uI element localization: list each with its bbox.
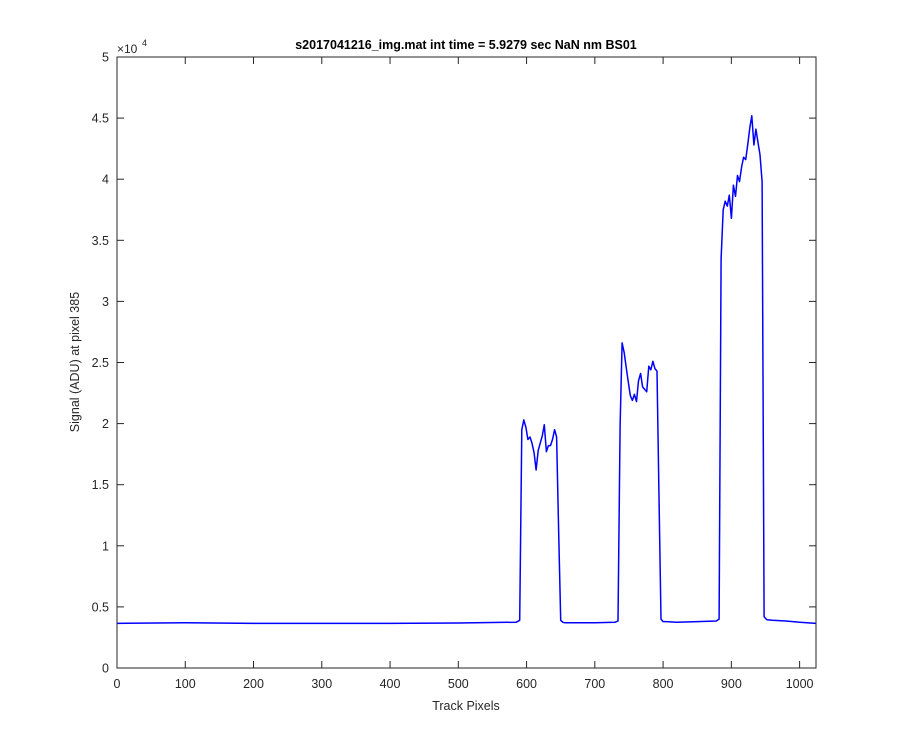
y-tick-label: 3.5 [92,234,109,248]
x-tick-label: 700 [584,677,605,691]
y-exponent-power: 4 [142,38,147,48]
y-tick-label: 2.5 [92,356,109,370]
y-tick-label: 1.5 [92,478,109,492]
x-tick-label: 300 [311,677,332,691]
y-tick-label: 1 [102,539,109,553]
y-exponent-base: ×10 [117,42,138,56]
y-tick-label: 4 [102,173,109,187]
x-tick-label: 400 [380,677,401,691]
chart-title: s2017041216_img.mat int time = 5.9279 se… [295,38,637,52]
y-tick-label: 0.5 [92,600,109,614]
y-axis-exponent: ×10 4 [117,38,147,56]
x-tick-label: 500 [448,677,469,691]
x-axis-label: Track Pixels [432,699,500,713]
y-axis-label: Signal (ADU) at pixel 385 [68,292,82,432]
x-tick-label: 1000 [786,677,814,691]
plot-area [116,114,817,625]
x-tick-label: 900 [721,677,742,691]
x-tick-label: 100 [175,677,196,691]
x-tick-label: 600 [516,677,537,691]
axes-box [116,56,817,669]
y-tick-label: 2 [102,417,109,431]
y-tick-label: 5 [102,51,109,65]
series-line-0 [116,114,817,625]
x-tick-label: 0 [114,677,121,691]
y-tick-label: 4.5 [92,112,109,126]
x-tick-label: 200 [243,677,264,691]
y-tick-label: 3 [102,295,109,309]
x-tick-label: 800 [653,677,674,691]
axes: 0 100 200 300 400 500 600 700 800 900 1000 0 0.5 1 1.5… [92,51,817,691]
y-tick-label: 0 [102,662,109,676]
